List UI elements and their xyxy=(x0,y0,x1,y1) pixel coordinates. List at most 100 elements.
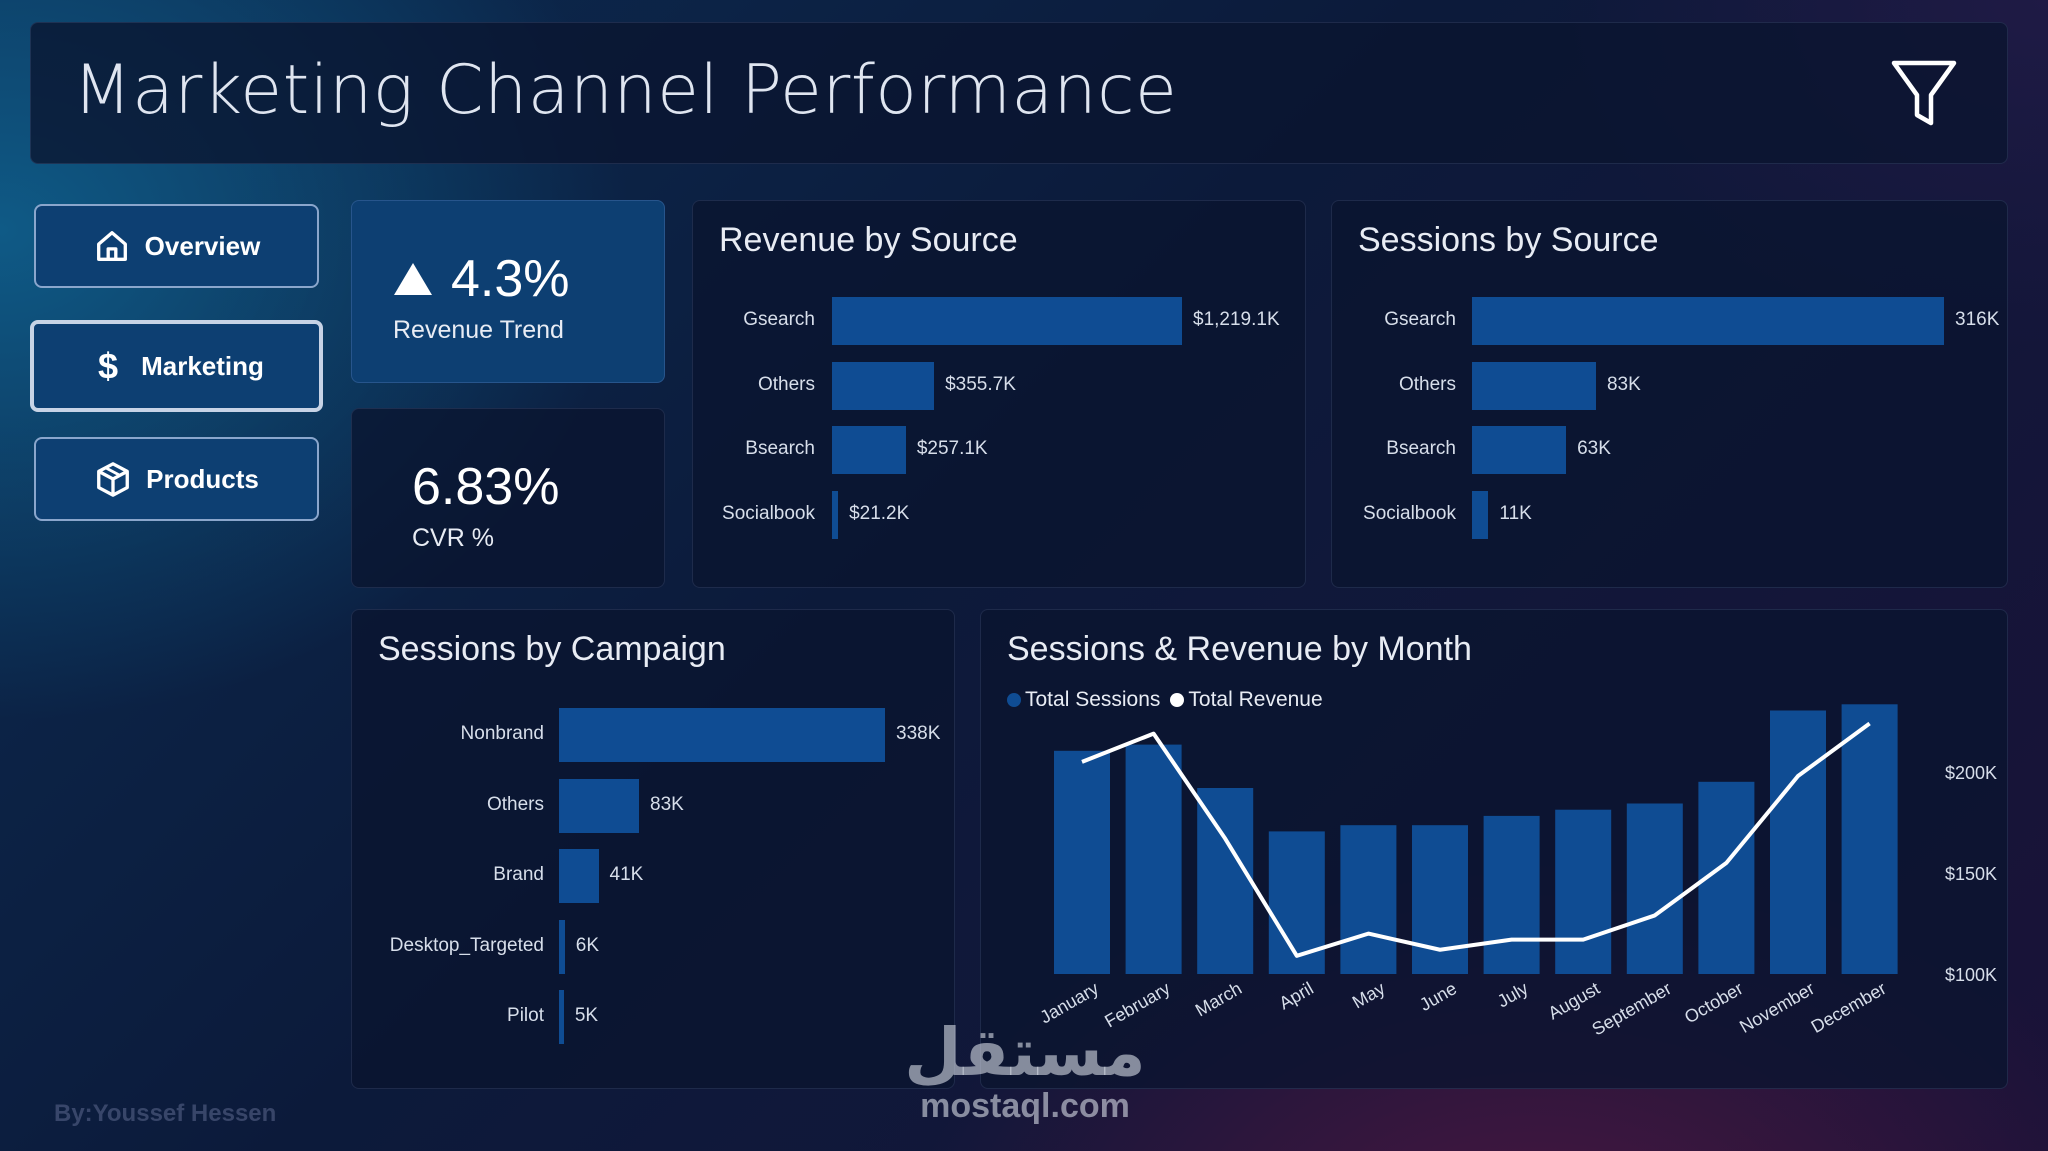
nav-overview-button[interactable]: Overview xyxy=(34,204,319,288)
revenue-trend-card: 4.3% Revenue Trend xyxy=(351,200,665,383)
nav-overview-label: Overview xyxy=(144,230,261,261)
bar-category-label: Gsearch xyxy=(1384,309,1456,330)
chart-title: Sessions by Source xyxy=(1358,221,1659,259)
sessions-bar[interactable] xyxy=(1841,704,1898,974)
nav-products-button[interactable]: Products xyxy=(34,437,319,521)
sessions-bar[interactable] xyxy=(1197,788,1254,974)
x-tick-label: April xyxy=(1276,978,1317,1013)
bar-value-label: 6K xyxy=(575,934,600,956)
legend-label-revenue: Total Revenue xyxy=(1188,688,1323,711)
sessions-bar[interactable] xyxy=(1125,744,1182,974)
bar-value-label: 5K xyxy=(574,1005,599,1026)
sessions-revenue-by-month-chart: Sessions & Revenue by Month Total Sessio… xyxy=(980,609,2008,1089)
sessions-bar[interactable] xyxy=(1555,809,1612,974)
bar[interactable] xyxy=(1472,490,1489,539)
bar-category-label: Pilot xyxy=(507,1005,544,1026)
brand-watermark-arabic: مستقل xyxy=(904,1014,1146,1091)
bar-value-label: $257.1K xyxy=(916,438,988,459)
chart-title: Sessions & Revenue by Month xyxy=(1007,630,1472,668)
bar-value-label: $355.7K xyxy=(945,373,1016,395)
bar-value-label: 11K xyxy=(1499,502,1532,524)
chart-title: Revenue by Source xyxy=(719,221,1018,259)
x-tick-label: July xyxy=(1494,978,1532,1011)
bar[interactable] xyxy=(832,361,935,410)
x-tick-label: May xyxy=(1349,978,1388,1012)
x-tick-label: September xyxy=(1589,978,1675,1039)
cvr-card: 6.83% CVR % xyxy=(351,408,665,588)
sessions-bar[interactable] xyxy=(1340,825,1397,974)
cvr-label: CVR % xyxy=(412,524,494,552)
bar[interactable] xyxy=(559,919,565,974)
legend-dot-revenue xyxy=(1170,693,1185,708)
sessions-by-campaign-chart: Sessions by Campaign Nonbrand 338K Others 8… xyxy=(351,609,955,1089)
home-icon xyxy=(96,231,127,261)
x-tick-label: June xyxy=(1416,978,1460,1015)
bar-value-label: 316K xyxy=(1955,309,2000,330)
bar[interactable] xyxy=(559,778,640,833)
bar-value-label: 41K xyxy=(609,864,644,885)
bar[interactable] xyxy=(559,849,599,903)
revenue-trend-value: 4.3% xyxy=(451,250,570,308)
bar-value-label: 338K xyxy=(896,723,941,744)
bar[interactable] xyxy=(559,990,564,1044)
author-watermark: By:Youssef Hessen xyxy=(54,1100,277,1127)
bar[interactable] xyxy=(1472,297,1944,345)
sessions-by-source-chart: Sessions by Source Gsearch 316K Others 83K B… xyxy=(1331,200,2008,588)
brand-watermark: مستقل mostaql.com xyxy=(895,1014,1155,1125)
sessions-bar[interactable] xyxy=(1626,803,1683,975)
y2-tick-label: $150K xyxy=(1945,864,1997,884)
bar-category-label: Bsearch xyxy=(745,438,815,459)
legend-item-revenue[interactable]: Total Revenue xyxy=(1170,688,1323,712)
trend-up-icon xyxy=(394,263,432,295)
legend-dot-sessions xyxy=(1007,693,1021,708)
bar[interactable] xyxy=(559,708,885,762)
sessions-bar[interactable] xyxy=(1770,710,1826,975)
bar-value-label: 83K xyxy=(1606,373,1641,395)
nav-marketing-button[interactable]: $ Marketing xyxy=(30,320,323,412)
svg-text:$: $ xyxy=(98,347,118,385)
bar-category-label: Socialbook xyxy=(1363,502,1456,524)
cvr-value: 6.83% xyxy=(412,458,560,516)
nav-marketing-label: Marketing xyxy=(141,350,264,381)
header-bar: Marketing Channel Performance xyxy=(30,22,2008,164)
chart-title: Sessions by Campaign xyxy=(378,630,726,668)
combo-chart-plot: January February March April May June July Augu… xyxy=(1037,704,1997,1039)
legend-label-sessions: Total Sessions xyxy=(1025,688,1161,711)
revenue-trend-label: Revenue Trend xyxy=(393,316,564,344)
bar-category-label: Brand xyxy=(493,864,544,885)
bar-category-label: Others xyxy=(486,793,544,815)
x-tick-label: November xyxy=(1736,978,1818,1037)
dollar-icon: $ xyxy=(98,347,118,385)
bar-category-label: Socialbook xyxy=(722,502,815,524)
bar-category-label: Others xyxy=(757,373,815,395)
filter-icon[interactable] xyxy=(1889,53,1959,133)
y2-tick-label: $100K xyxy=(1945,965,1997,985)
bar-category-label: Others xyxy=(1398,373,1456,395)
bar-value-label: $1,219.1K xyxy=(1193,309,1280,330)
bar-value-label: $21.2K xyxy=(849,502,910,524)
bar-category-label: Bsearch xyxy=(1386,438,1456,459)
bar-category-label: Nonbrand xyxy=(460,723,544,744)
sessions-bar[interactable] xyxy=(1054,750,1110,974)
x-tick-label: August xyxy=(1545,978,1604,1023)
brand-watermark-url: mostaql.com xyxy=(920,1087,1130,1125)
chart-legend: Total Sessions Total Revenue xyxy=(1007,688,1323,712)
y2-tick-label: $200K xyxy=(1945,763,1997,783)
bar-value-label: 83K xyxy=(650,793,684,815)
bar[interactable] xyxy=(1472,426,1567,474)
bar[interactable] xyxy=(832,426,906,474)
bar-category-label: Gsearch xyxy=(743,309,815,330)
revenue-by-source-chart: Revenue by Source Gsearch $1,219.1K Others… xyxy=(692,200,1306,588)
page-title: Marketing Channel Performance xyxy=(73,51,1178,130)
bar-value-label: 63K xyxy=(1577,438,1611,459)
bar[interactable] xyxy=(832,297,1182,345)
legend-item-sessions[interactable]: Total Sessions xyxy=(1007,688,1160,712)
bar-category-label: Desktop_Targeted xyxy=(389,934,544,956)
x-tick-label: December xyxy=(1808,978,1890,1037)
bar[interactable] xyxy=(832,490,839,539)
revenue-line[interactable] xyxy=(1081,721,1871,958)
sessions-bar[interactable] xyxy=(1483,815,1540,974)
box-icon xyxy=(97,462,130,497)
bar[interactable] xyxy=(1472,361,1596,410)
x-tick-label: March xyxy=(1192,978,1245,1020)
